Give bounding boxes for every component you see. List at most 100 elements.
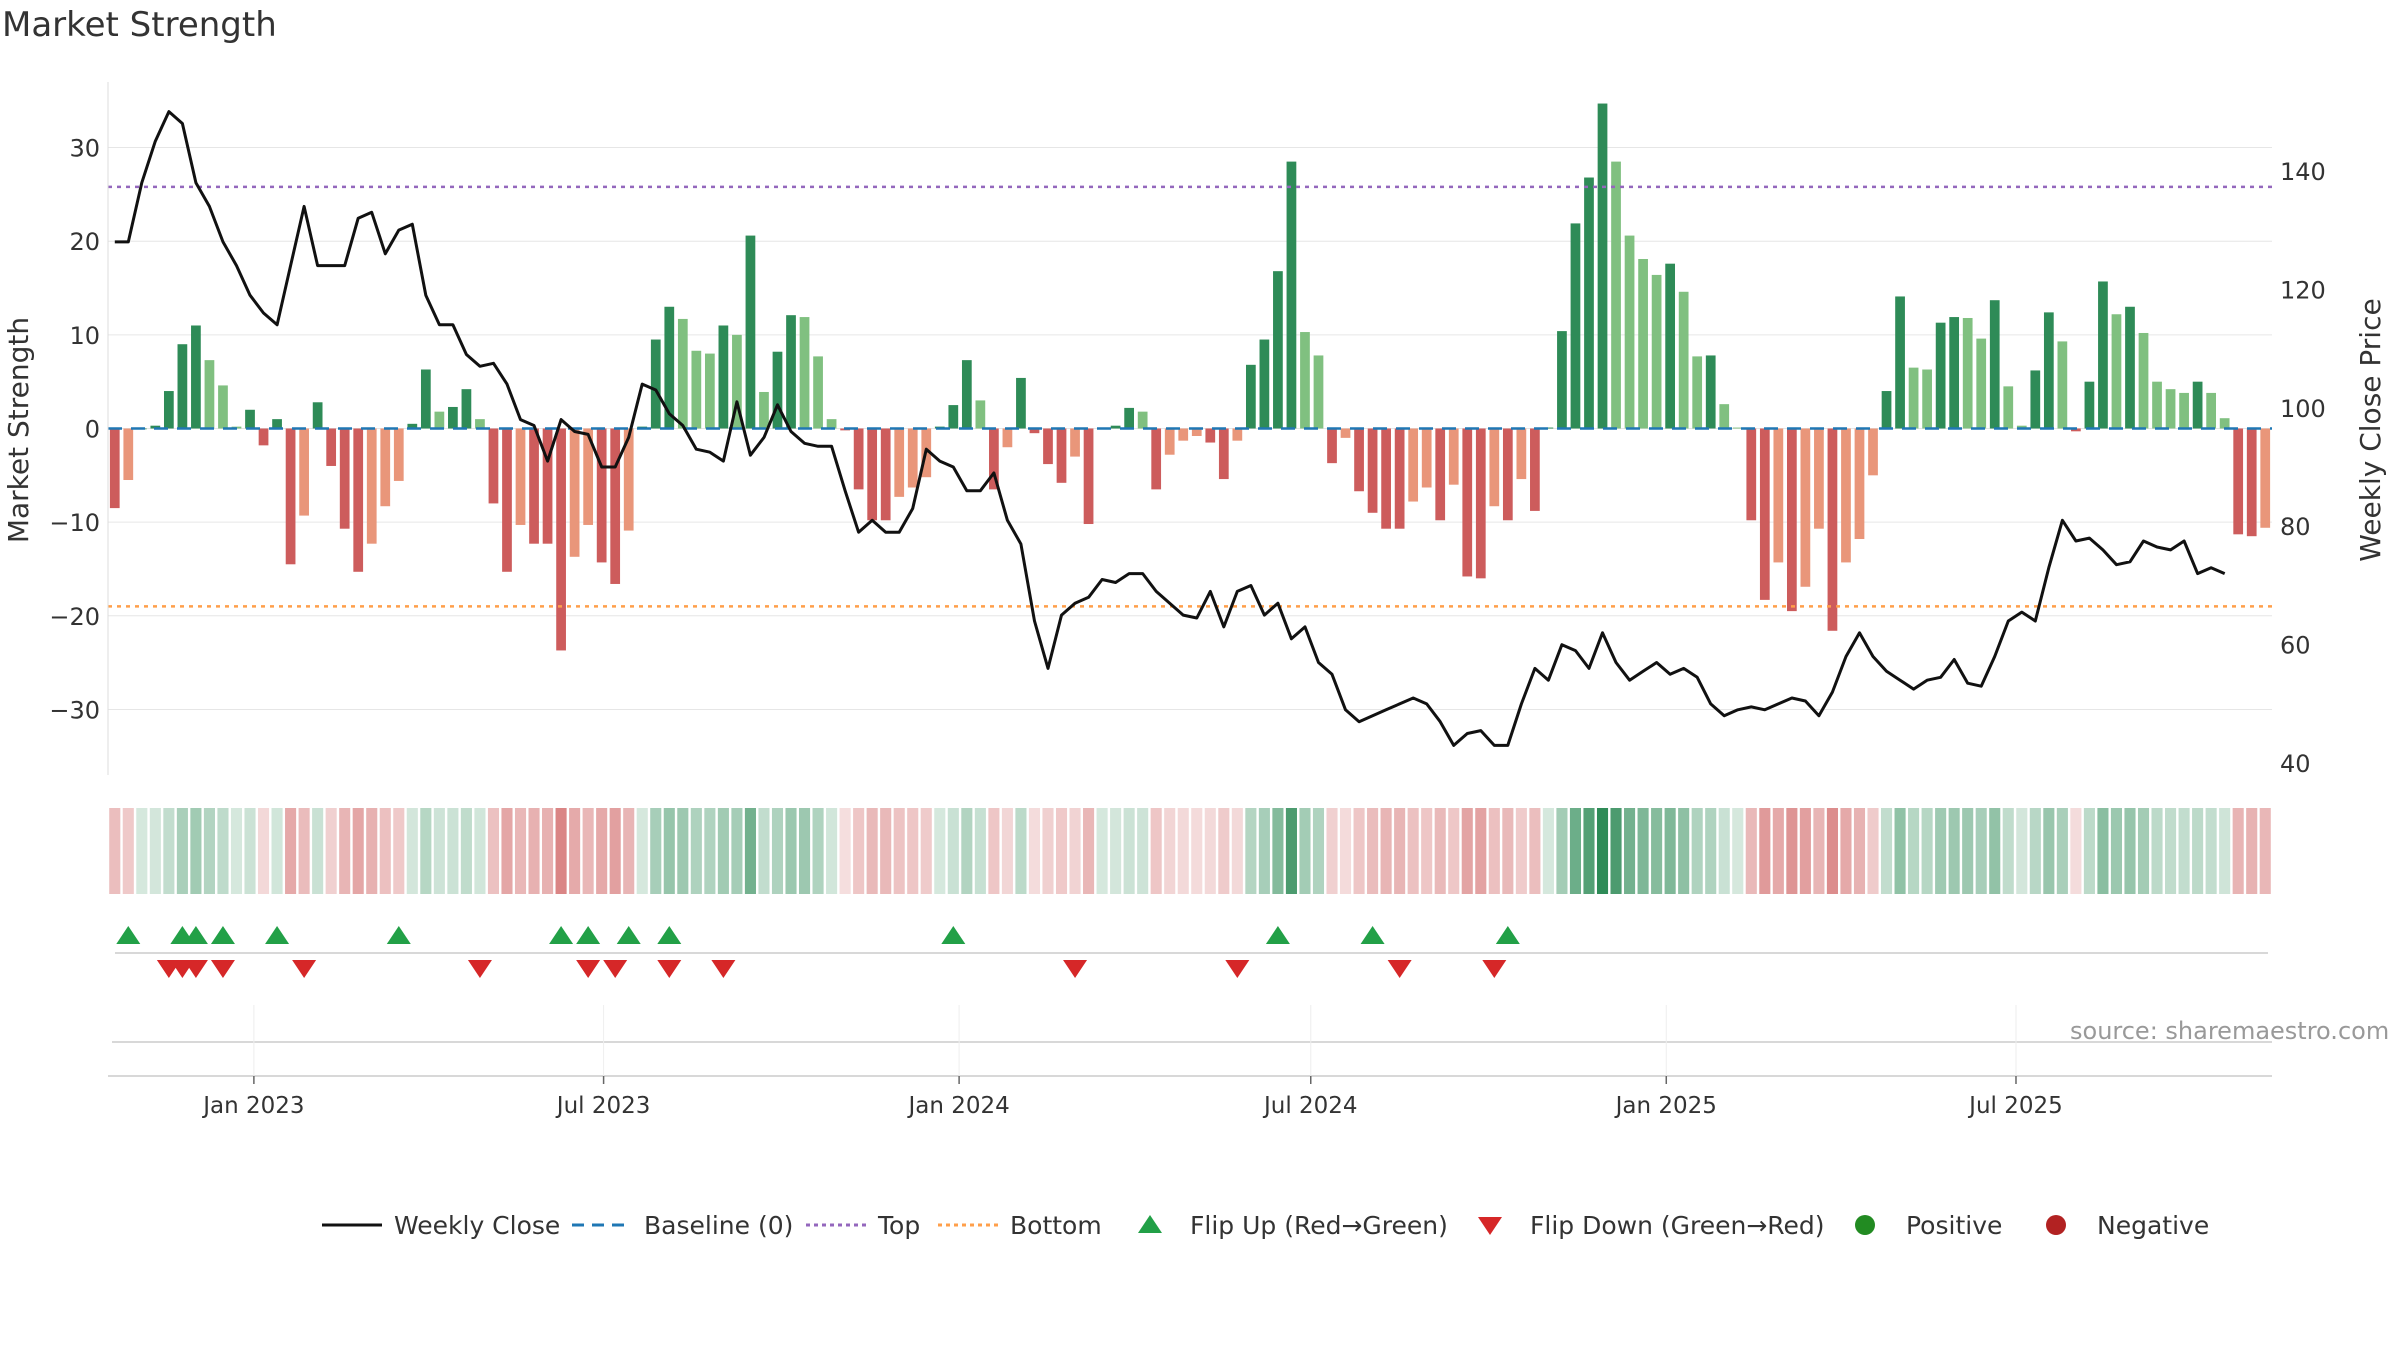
heat-cell [1326, 808, 1338, 894]
heat-cell [1975, 808, 1987, 894]
heat-cell [190, 808, 202, 894]
heat-cell [1624, 808, 1636, 894]
strength-bar [150, 425, 161, 429]
strength-bar [664, 306, 675, 429]
strength-bar [1354, 428, 1364, 492]
flip-down-marker [711, 960, 736, 978]
strength-bar [759, 391, 769, 429]
y-right-tick-label: 140 [2280, 158, 2326, 186]
strength-bar [163, 391, 174, 429]
flip-up-marker [386, 926, 411, 944]
strength-bar [2152, 381, 2162, 429]
heat-cell [663, 808, 675, 894]
heat-cell [474, 808, 486, 894]
heat-cell [2192, 808, 2204, 894]
legend-swatch [1855, 1215, 1875, 1235]
heat-strip [109, 808, 2271, 894]
heat-cell [677, 808, 689, 894]
heat-cell [2124, 808, 2136, 894]
heat-cell [947, 808, 959, 894]
strength-bar [1868, 428, 1878, 476]
strength-bar [1624, 235, 1635, 429]
heat-cell [1367, 808, 1379, 894]
heat-cell [2097, 808, 2109, 894]
heat-cell [1150, 808, 1162, 894]
strength-bar [1394, 428, 1405, 529]
strength-bar [569, 428, 580, 557]
heat-cell [1461, 808, 1473, 894]
strength-bar [1827, 428, 1838, 631]
flip-up-marker [210, 926, 235, 944]
strength-bar [867, 428, 878, 521]
heat-cell [907, 808, 919, 894]
strength-bar [1448, 428, 1459, 485]
heat-cell [988, 808, 1000, 894]
source-annotation: source: sharemaestro.com [2070, 1017, 2389, 1045]
heat-cell [798, 808, 811, 894]
strength-bar [245, 409, 255, 429]
strength-bar [1421, 428, 1432, 488]
heat-cell [285, 808, 297, 894]
strength-bar [1678, 291, 1689, 429]
flip-down-marker [603, 960, 628, 978]
heat-cell [2151, 808, 2163, 894]
heat-cell [1664, 808, 1676, 894]
heat-cell [771, 808, 784, 894]
heat-cell [1191, 808, 1203, 894]
strength-bar [1164, 428, 1175, 455]
strength-bar [326, 428, 337, 466]
strength-bar [1530, 428, 1540, 511]
strength-bar [1611, 161, 1621, 429]
strength-bar [826, 419, 837, 429]
heat-cell [717, 808, 729, 894]
heat-cell [582, 808, 594, 894]
strength-bar [380, 428, 391, 507]
heat-cell [812, 808, 824, 894]
y-right-tick-label: 40 [2280, 750, 2311, 778]
strength-bar [2192, 381, 2203, 429]
strength-bar [1989, 300, 2000, 429]
heat-cell [1596, 808, 1609, 894]
y-left-tick-label: −20 [49, 603, 100, 631]
heat-cell [1948, 808, 1960, 894]
strength-bar [1475, 428, 1486, 579]
strength-bar [2016, 425, 2027, 429]
heat-cell [1231, 808, 1243, 894]
heat-cell [244, 808, 256, 894]
strength-bar [1502, 428, 1513, 521]
x-tick-label: Jan 2024 [906, 1093, 1009, 1119]
flip-down-marker [210, 960, 235, 978]
strength-bar [1259, 339, 1270, 429]
heat-cell [339, 808, 351, 894]
heat-cell [1502, 808, 1514, 894]
strength-bar [1854, 428, 1865, 540]
strength-bar [1719, 404, 1730, 429]
strength-bar [177, 344, 188, 429]
heat-cell [1651, 808, 1663, 894]
strength-bar [353, 428, 364, 572]
strength-bar [191, 325, 201, 429]
heat-cell [1867, 808, 1879, 894]
heat-cell [257, 808, 270, 894]
heat-cell [1164, 808, 1176, 894]
strength-bar [894, 428, 905, 497]
heat-cell [1339, 808, 1352, 894]
right-axis: 140 120 100 80 60 40 [2280, 158, 2326, 778]
strength-bar [2030, 370, 2041, 429]
heat-cell [1705, 808, 1717, 894]
strength-bar [1759, 428, 1770, 600]
strength-bar [1205, 428, 1216, 443]
heat-cell [2002, 808, 2014, 894]
heat-cell [1380, 808, 1392, 894]
heat-cell [961, 808, 973, 894]
strength-bar [461, 389, 472, 429]
heat-cell [2205, 808, 2217, 894]
heat-cell [1285, 808, 1297, 894]
strength-bar [813, 356, 823, 429]
heat-cell [1394, 808, 1406, 894]
heat-cell [1935, 808, 1947, 894]
y-right-tick-label: 80 [2280, 513, 2311, 541]
legend-label: Positive [1906, 1211, 2002, 1240]
strength-bar [1746, 428, 1757, 521]
